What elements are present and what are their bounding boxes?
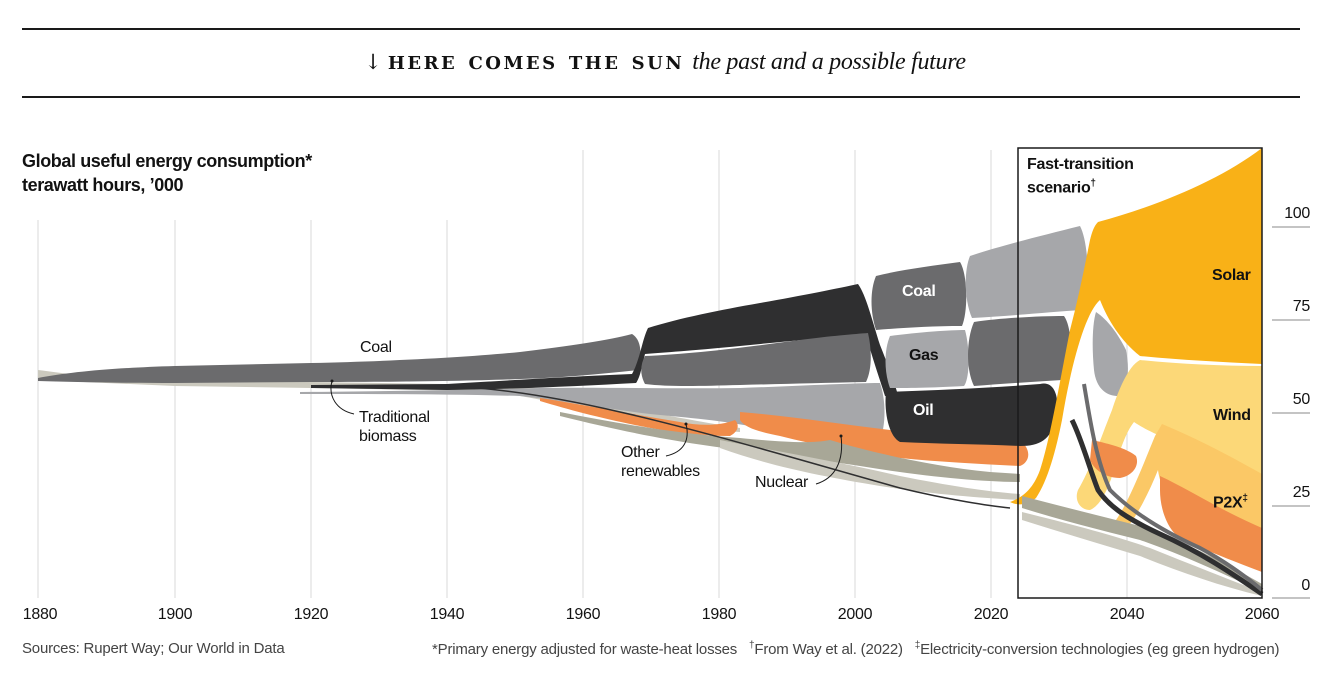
leader-other-renewables [665, 423, 688, 457]
footnote-p2x: Electricity-conversion technologies (eg … [920, 641, 1280, 658]
scenario-label-text: scenario [1027, 179, 1091, 197]
x-tick-1980: 1980 [701, 606, 737, 623]
label-nuclear: Nuclear [755, 474, 809, 491]
series-biomass-projection [1022, 512, 1262, 596]
label-coal: Coal [902, 283, 936, 300]
label-p2x-mark: ‡ [1242, 493, 1248, 504]
label-other-renewables-l1: Other [621, 444, 660, 461]
y-title-line1: Global useful energy consumption* [22, 151, 312, 171]
scenario-label: Fast-transition scenario† [1027, 155, 1134, 197]
top-rule [22, 28, 1300, 30]
leader-nuclear [815, 435, 843, 485]
footnote-primary-energy: *Primary energy adjusted for waste-heat … [432, 641, 738, 658]
series-traditional-biomass-late [720, 440, 1020, 500]
footnote-double-dagger: ‡ [914, 640, 921, 651]
series-gas-2000s [885, 330, 969, 388]
y-axis-title: Global useful energy consumption* terawa… [22, 149, 312, 197]
series-nuclear-projection [1022, 496, 1262, 592]
x-tick-1920: 1920 [293, 606, 329, 623]
label-traditional-biomass-l2: biomass [359, 428, 417, 445]
label-traditional-biomass-l1: Traditional [359, 409, 430, 426]
series-solar [1010, 148, 1262, 505]
series-coal-historical [38, 334, 641, 383]
x-tick-1900: 1900 [157, 606, 193, 623]
series-coal-2000s [871, 262, 967, 330]
footnote-dagger: † [749, 640, 755, 651]
series-oil-historical [311, 284, 898, 396]
leader-dot-biomass [330, 379, 334, 383]
headline-subtitle: the past and a possible future [692, 49, 966, 75]
series-coal-2010s [968, 316, 1071, 386]
x-tick-2020: 2020 [973, 606, 1009, 623]
label-gas: Gas [909, 347, 939, 364]
label-p2x: P2X‡ [1213, 489, 1248, 512]
series-gas-projection [1092, 312, 1128, 396]
sources-note: Sources: Rupert Way; Our World in Data [22, 640, 285, 657]
series-coal-mid [641, 333, 871, 386]
scenario-frame [1017, 147, 1263, 599]
x-tick-1960: 1960 [565, 606, 601, 623]
series-bottom-edge [311, 385, 1011, 509]
y-title-line2: terawatt hours, ’000 [22, 175, 184, 195]
scenario-label-line2: scenario† [1027, 174, 1134, 197]
series-other-renewables-mid [740, 412, 1029, 466]
headline-kicker: HERE COMES THE SUN [387, 46, 685, 75]
label-other-renewables: Other renewables [621, 443, 700, 481]
x-tick-2040: 2040 [1109, 606, 1145, 623]
series-coal-projection [1082, 383, 1264, 592]
label-coal-historical: Coal [360, 339, 392, 356]
footnote-way-et-al: From Way et al. (2022) [754, 641, 903, 658]
label-solar: Solar [1212, 267, 1251, 284]
scenario-dagger: † [1090, 178, 1096, 189]
x-tick-2000: 2000 [837, 606, 873, 623]
series-gas-2010s [965, 226, 1088, 318]
series-other-renewables-projection [1160, 476, 1262, 572]
x-tick-2060: 2060 [1244, 606, 1280, 623]
label-wind: Wind [1213, 407, 1251, 424]
header-rule [22, 96, 1300, 98]
y-tick-75: 75 [1292, 298, 1311, 315]
x-tick-1880: 1880 [22, 606, 58, 623]
y-tick-100: 100 [1284, 205, 1310, 222]
label-oil: Oil [913, 402, 934, 419]
label-traditional-biomass: Traditional biomass [359, 408, 430, 446]
leader-dot-nuclear [839, 434, 843, 438]
leader-traditional-biomass [330, 380, 355, 415]
y-tick-0: 0 [1301, 577, 1310, 594]
series-traditional-biomass [38, 370, 740, 432]
y-tick-rules [1272, 226, 1310, 599]
x-tick-1940: 1940 [429, 606, 465, 623]
scenario-label-line1: Fast-transition [1027, 156, 1134, 173]
label-other-renewables-l2: renewables [621, 463, 700, 480]
down-arrow-icon: ↓ [364, 50, 382, 74]
y-tick-25: 25 [1292, 484, 1311, 501]
y-tick-50: 50 [1292, 391, 1311, 408]
series-nuclear-historical [560, 412, 1020, 482]
series-oil-2000s [885, 383, 1058, 446]
footnotes: *Primary energy adjusted for waste-heat … [432, 640, 1280, 658]
chart-headline: ↓ HERE COMES THE SUN the past and a possib… [0, 46, 1330, 76]
label-p2x-text: P2X [1213, 494, 1243, 512]
series-oil-projection [1069, 418, 1264, 597]
series-gas-historical [300, 383, 885, 440]
leader-dot-renewables [684, 422, 688, 426]
